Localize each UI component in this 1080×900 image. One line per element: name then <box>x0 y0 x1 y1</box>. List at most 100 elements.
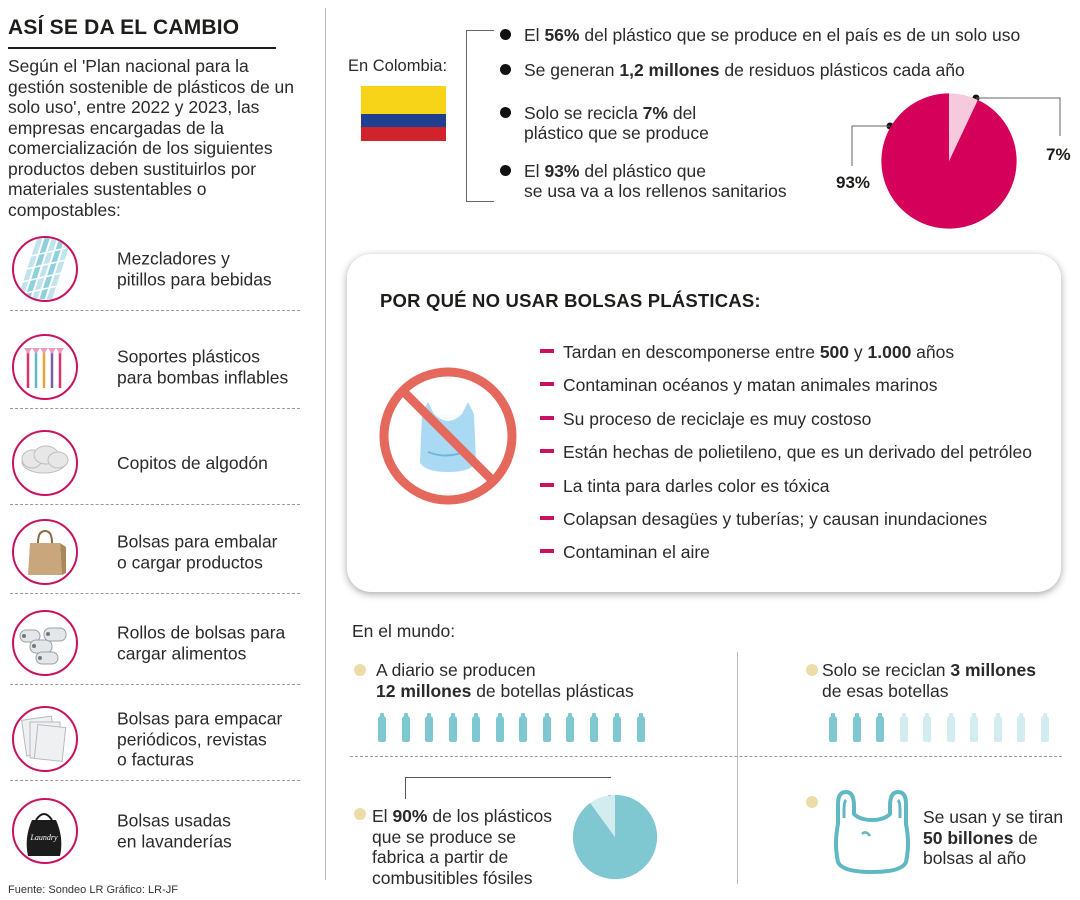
item-separator <box>10 408 300 409</box>
product-label: Soportes plásticos para bombas inflables <box>117 346 289 388</box>
product-icon-circle: Laundry <box>12 798 78 864</box>
plastic-bag-icon <box>834 790 910 874</box>
colombia-pie-chart <box>881 93 1017 229</box>
product-item: Laundry Bolsas usadas en lavanderías <box>0 791 300 871</box>
dash-bullet-icon <box>540 349 554 354</box>
bullet-icon <box>354 664 366 676</box>
fact-item: El 56% del plástico que se produce en el… <box>500 25 1020 45</box>
product-icon-circle <box>12 334 78 400</box>
product-item: Rollos de bolsas para cargar alimentos <box>0 603 300 685</box>
item-separator <box>10 780 300 781</box>
world-divider-horizontal <box>350 756 1062 757</box>
bottle-icon <box>589 713 598 742</box>
bottle-icon <box>993 713 1002 742</box>
no-plastic-bag-icon <box>379 367 517 505</box>
world-divider-vertical <box>737 652 738 884</box>
bottle-icon <box>970 713 978 742</box>
bottle-icon <box>542 713 551 742</box>
bottle-icon <box>495 713 504 742</box>
bottle-icon <box>566 713 574 742</box>
column-divider <box>325 8 326 880</box>
reason-item: Su proceso de reciclaje es muy costoso <box>540 409 871 430</box>
laundry-bag-icon: Laundry <box>26 813 62 856</box>
reason-item: Están hechas de polietileno, que es un d… <box>540 442 1032 463</box>
reason-item: Tardan en descomponerse entre 500 y 1.00… <box>540 342 954 363</box>
facts-bracket <box>466 30 494 202</box>
bottle-icon <box>401 713 410 742</box>
pie-label-large: 93% <box>836 173 871 192</box>
title-rule <box>8 47 276 49</box>
daily-bottles-row <box>378 713 660 747</box>
colombia-label: En Colombia: <box>348 57 448 75</box>
dash-bullet-icon <box>540 449 554 454</box>
bullet-icon <box>500 64 511 75</box>
bottle-icon <box>378 713 386 742</box>
colombia-flag-icon <box>361 86 446 141</box>
product-icon-circle <box>12 236 78 302</box>
pie-slice-small <box>590 794 615 837</box>
dash-bullet-icon <box>540 483 554 488</box>
bags-per-year-text: Se usan y se tiran 50 billones de bolsas a… <box>923 807 1064 868</box>
bottle-icon <box>448 713 457 742</box>
fossil-pie-chart <box>572 794 658 880</box>
bottle-icon <box>829 713 837 742</box>
world-label: En el mundo: <box>352 621 456 641</box>
product-icon-circle <box>12 430 78 496</box>
product-item: Mezcladores y pitillos para bebidas <box>0 229 300 311</box>
product-item: Copitos de algodón <box>0 423 300 505</box>
reason-item: Contaminan el aire <box>540 542 710 563</box>
item-separator <box>10 504 300 505</box>
fossil-text: El 90% de los plásticos que se produce s… <box>372 806 552 888</box>
product-label: Bolsas para embalar o cargar productos <box>117 531 278 573</box>
straws-icon <box>18 238 71 299</box>
plastic-sleeves-icon <box>21 715 67 762</box>
bullet-icon <box>354 808 366 820</box>
intro-text: Según el 'Plan nacional para la gestión … <box>8 56 295 220</box>
recycled-bottles-text: Solo se reciclan 3 millones de esas botel… <box>822 660 1036 701</box>
product-item: Bolsas para embalar o cargar productos <box>0 512 300 594</box>
balloon-sticks-icon <box>24 348 64 388</box>
item-separator <box>10 593 300 594</box>
section-title: ASÍ SE DA EL CAMBIO <box>8 16 240 39</box>
bottle-icon <box>1040 713 1049 742</box>
recycled-bottles-row <box>829 713 1064 747</box>
reason-item: Colapsan desagües y tuberías; y causan i… <box>540 509 987 530</box>
bags-title: POR QUÉ NO USAR BOLSAS PLÁSTICAS: <box>380 290 761 311</box>
bottle-icon <box>946 713 955 742</box>
bullet-icon <box>806 796 818 808</box>
source-credit: Fuente: Sondeo LR Gráfico: LR-JF <box>8 884 178 896</box>
pie-slice-small <box>949 93 978 161</box>
bottle-icon <box>876 713 884 742</box>
fact-item: Solo se recicla 7% del plástico que se pr… <box>500 103 709 143</box>
product-icon-circle <box>12 706 78 772</box>
reason-item: La tinta para darles color es tóxica <box>540 476 830 497</box>
dash-bullet-icon <box>540 516 554 521</box>
fact-item: El 93% del plástico que se usa va a los r… <box>500 161 787 201</box>
product-label: Bolsas para empacar periódicos, revistas o… <box>117 708 283 770</box>
product-label: Mezcladores y pitillos para bebidas <box>117 248 272 290</box>
reason-item: Contaminan océanos y matan animales mari… <box>540 375 938 396</box>
cotton-swab-icon <box>21 445 69 474</box>
fossil-bracket <box>405 777 611 799</box>
bottle-icon <box>852 713 861 742</box>
product-label: Bolsas usadas en lavanderías <box>117 810 232 852</box>
bullet-icon <box>806 664 818 676</box>
product-label: Copitos de algodón <box>117 452 268 473</box>
bullet-icon <box>500 29 511 40</box>
bottle-icon <box>519 713 527 742</box>
paper-bag-icon <box>28 529 66 575</box>
bag-rolls-icon <box>19 627 67 665</box>
bottle-icon <box>425 713 433 742</box>
bottle-icon <box>636 713 645 742</box>
item-separator <box>10 684 300 685</box>
bottle-icon <box>899 713 908 742</box>
bottle-icon <box>472 713 480 742</box>
svg-text:Laundry: Laundry <box>29 833 58 842</box>
pie-label-small: 7% <box>1046 145 1071 164</box>
dash-bullet-icon <box>540 549 554 554</box>
bullet-icon <box>500 165 511 176</box>
daily-bottles-text: A diario se producen 12 millones de botel… <box>376 660 634 701</box>
bottle-icon <box>923 713 931 742</box>
pie-slice-large <box>881 93 1017 229</box>
fact-item: Se generan 1,2 millones de residuos plás… <box>500 60 965 80</box>
